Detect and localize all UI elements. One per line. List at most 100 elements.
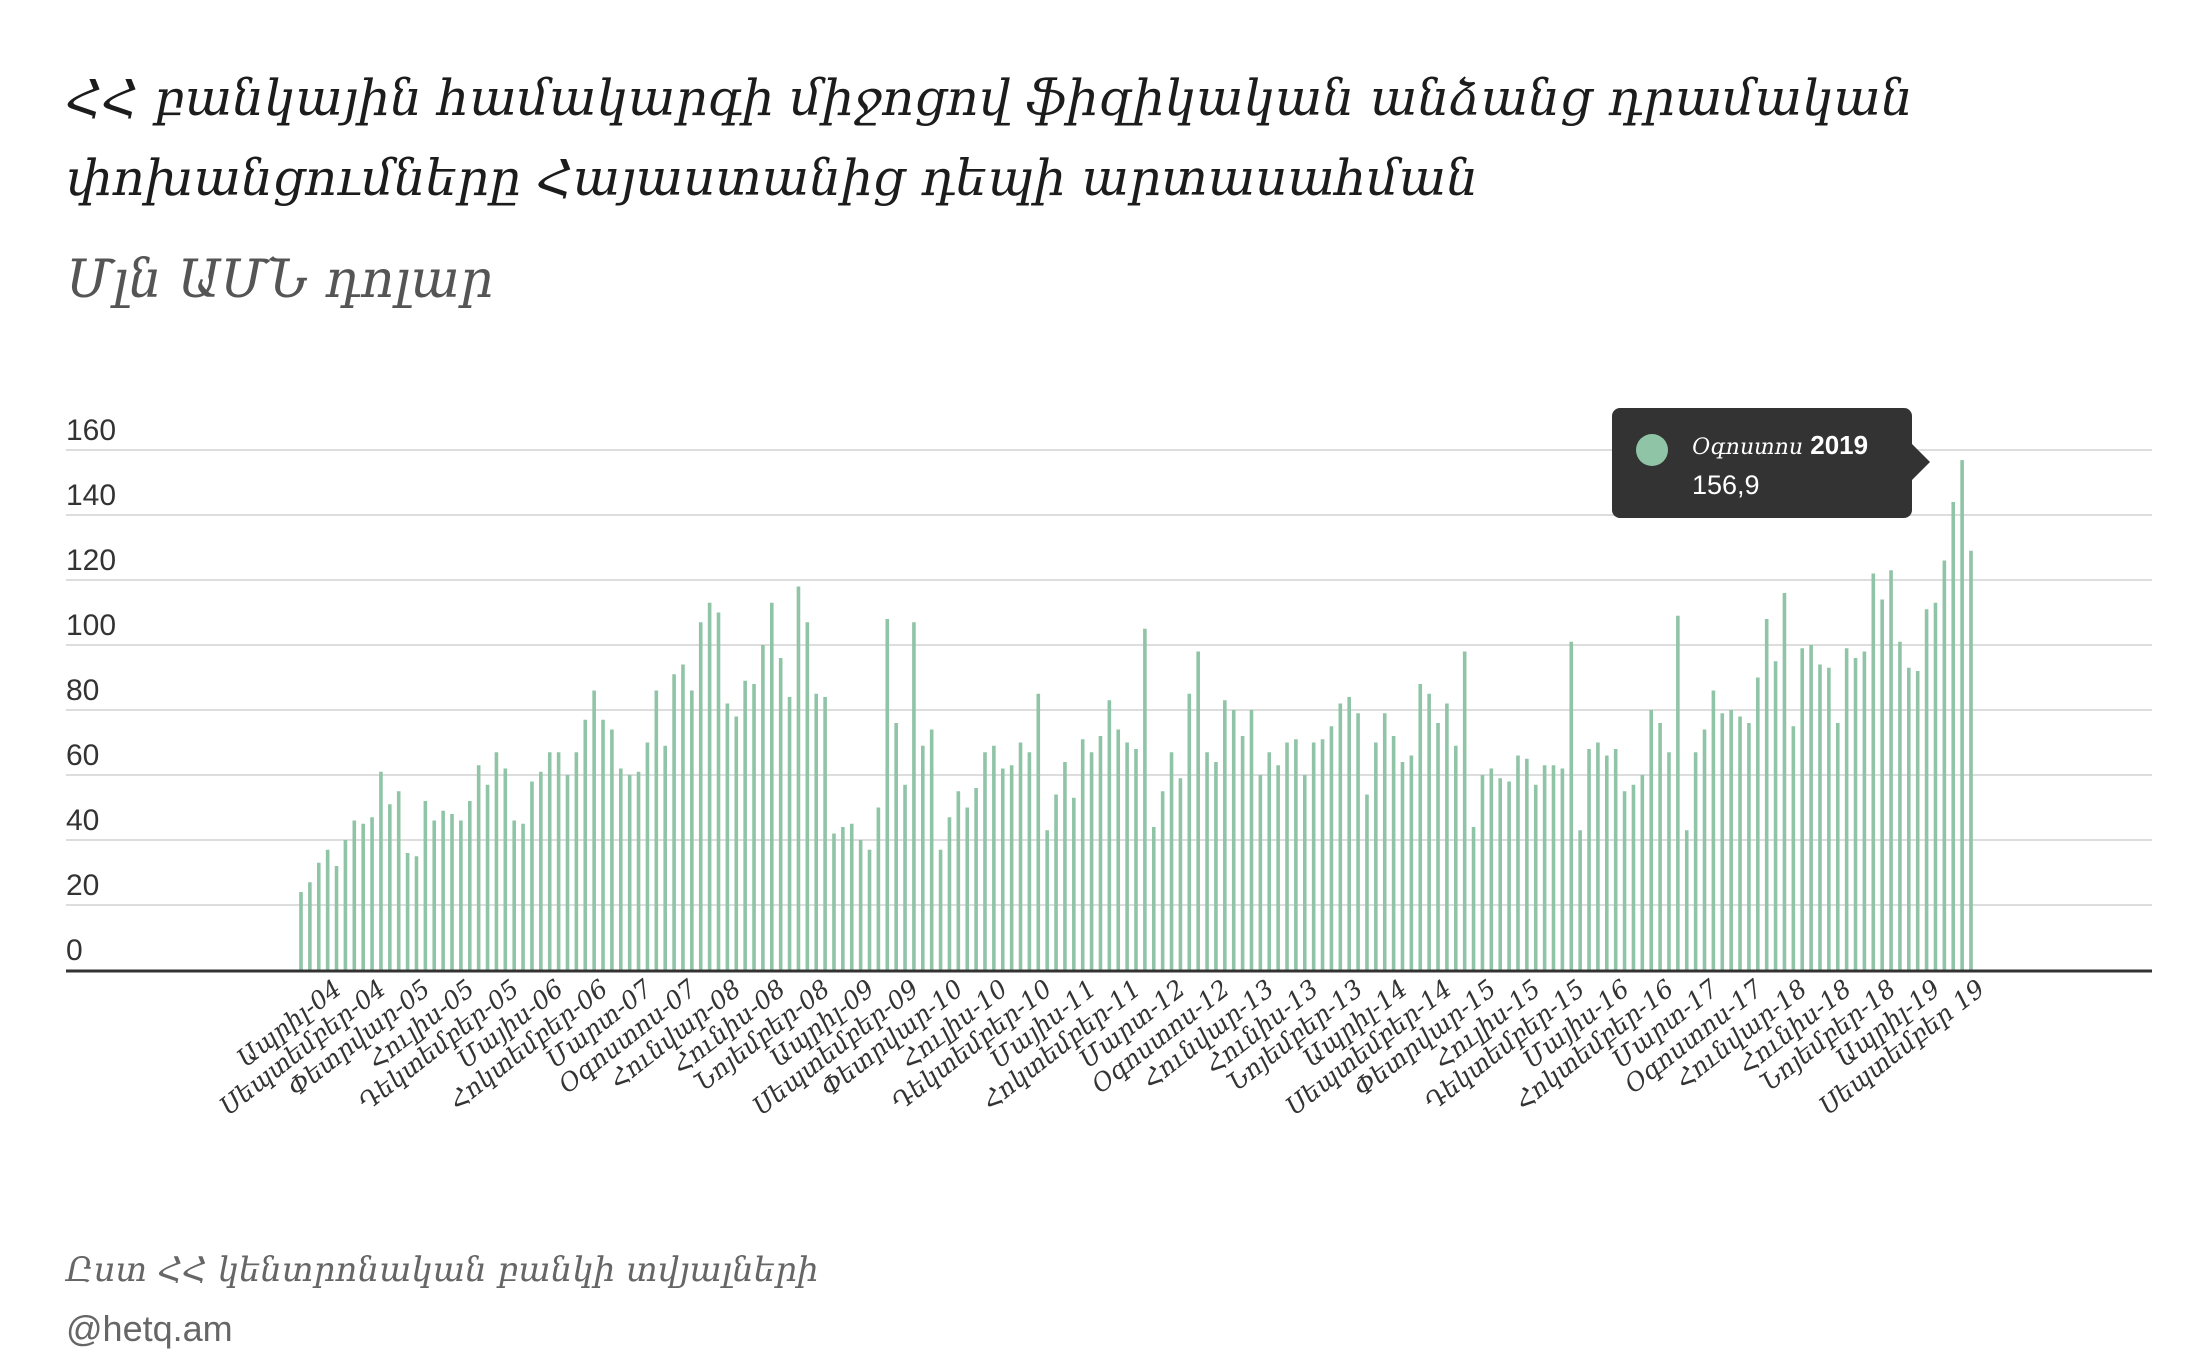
bar	[1622, 791, 1627, 970]
bar	[1471, 827, 1476, 970]
bar	[1347, 697, 1351, 970]
bar	[876, 807, 881, 970]
bar	[459, 820, 463, 970]
bar	[539, 771, 543, 970]
bar	[565, 775, 570, 970]
bar	[1427, 693, 1431, 970]
bar	[1009, 765, 1014, 970]
bar	[1107, 700, 1112, 970]
bar	[1951, 502, 1956, 970]
bar	[308, 882, 312, 970]
bar	[432, 820, 437, 970]
bar	[1409, 755, 1414, 970]
bar	[841, 827, 845, 970]
bar	[1116, 729, 1121, 970]
bar	[752, 684, 756, 970]
bar	[1640, 775, 1645, 970]
bar	[1240, 736, 1245, 970]
bar	[1658, 723, 1662, 970]
bar	[654, 690, 659, 970]
bar	[1605, 755, 1609, 970]
tooltip-month: Օգոստոս	[1692, 435, 1804, 460]
bar	[1764, 619, 1769, 970]
bar	[974, 788, 978, 970]
bar	[1285, 742, 1289, 970]
bar	[725, 703, 730, 970]
bar	[1587, 749, 1591, 970]
bar	[1569, 641, 1574, 970]
bar	[325, 849, 330, 970]
bar	[1223, 700, 1227, 970]
bar	[1551, 765, 1556, 970]
bar	[1258, 775, 1263, 970]
bar	[601, 719, 605, 970]
bar	[1018, 742, 1023, 970]
bar	[681, 664, 685, 970]
bar	[1178, 778, 1183, 970]
bar	[450, 814, 454, 970]
bar	[1391, 736, 1396, 970]
source-note: Ըստ ՀՀ կենտրոնական բանկի տվյալների	[66, 1250, 819, 1290]
bar	[992, 745, 996, 970]
bar	[1231, 710, 1236, 970]
bar	[1578, 830, 1582, 970]
bar	[1818, 664, 1822, 970]
bar	[983, 752, 987, 970]
y-tick-label: 40	[66, 804, 99, 837]
bar	[1747, 723, 1751, 970]
bar	[1489, 768, 1494, 970]
bar	[1400, 762, 1405, 970]
bar	[734, 716, 739, 970]
bar	[467, 801, 472, 970]
bar	[583, 719, 588, 970]
bar	[485, 784, 490, 970]
y-tick-label: 80	[66, 674, 99, 707]
bar	[814, 693, 819, 970]
bar	[636, 771, 641, 970]
bar	[1196, 651, 1200, 970]
bar	[343, 840, 348, 970]
bar	[1338, 703, 1343, 970]
bar	[1915, 671, 1920, 970]
bar	[1098, 736, 1103, 970]
bar	[512, 820, 516, 970]
bar-chart: 020406080100120140160Ապրիլ-04Սեպտեմբեր-0…	[66, 414, 2152, 1121]
bar	[1853, 658, 1858, 970]
bar	[743, 680, 747, 970]
bar	[805, 622, 810, 970]
bar	[610, 729, 614, 970]
bar	[761, 645, 765, 970]
chart-tooltip: Օգոստոս 2019 156,9	[1612, 408, 1930, 518]
bar	[618, 768, 623, 970]
bar	[1151, 827, 1156, 970]
y-tick-label: 0	[66, 934, 83, 967]
y-tick-label: 160	[66, 414, 116, 447]
bar	[1072, 797, 1076, 970]
bar	[1862, 651, 1867, 970]
bar	[1276, 765, 1280, 970]
bar	[1445, 703, 1449, 970]
bar	[698, 622, 703, 970]
bar	[663, 745, 667, 970]
bar	[921, 745, 925, 970]
bar	[1382, 713, 1387, 970]
bar	[1613, 749, 1618, 970]
bar	[1729, 710, 1733, 970]
bar	[503, 768, 508, 970]
bar	[379, 771, 383, 970]
bar	[1649, 710, 1654, 970]
bar	[1507, 781, 1511, 970]
bar	[1782, 593, 1787, 970]
bar	[947, 817, 952, 970]
bar	[1889, 570, 1893, 970]
tooltip-value: 156,9	[1692, 470, 1760, 500]
bar	[707, 602, 712, 970]
bar	[1702, 729, 1707, 970]
bar	[1693, 752, 1698, 970]
bar	[1516, 755, 1520, 970]
bar	[956, 791, 961, 970]
bar	[1320, 739, 1325, 970]
tooltip-year: 2019	[1810, 430, 1869, 460]
bar	[556, 752, 561, 970]
y-tick-label: 120	[66, 544, 116, 577]
